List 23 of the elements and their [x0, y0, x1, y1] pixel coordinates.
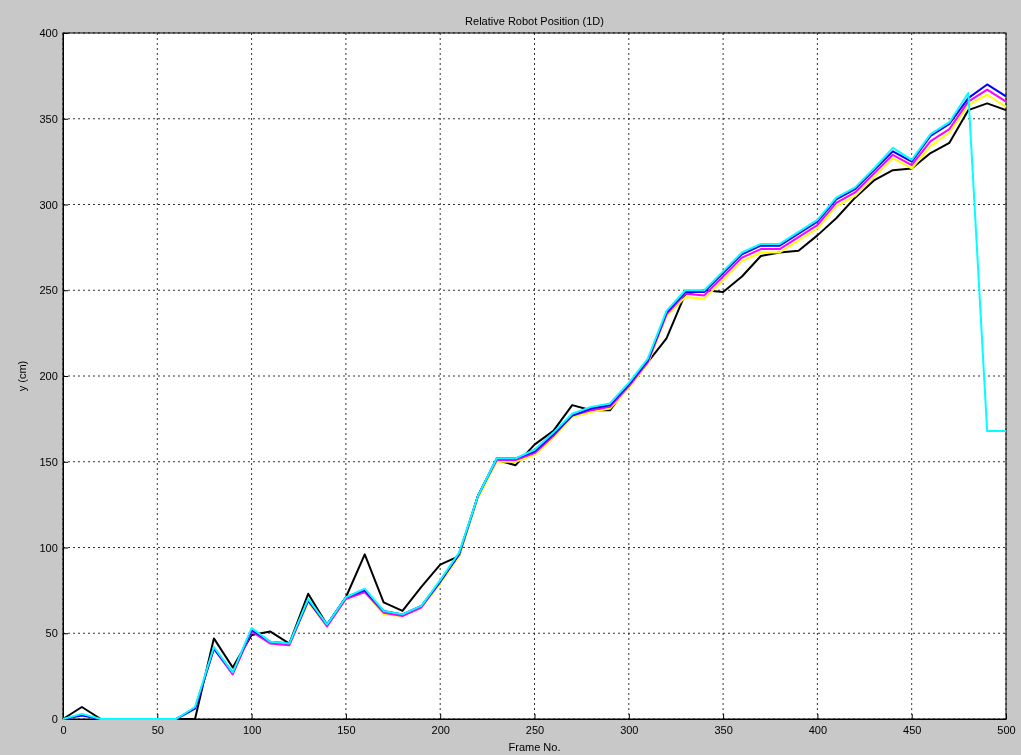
x-tick-label: 50 [151, 724, 164, 737]
y-tick-label: 100 [39, 541, 58, 554]
x-tick-label: 350 [714, 724, 733, 737]
x-tick-label: 500 [997, 724, 1016, 737]
x-tick-label: 0 [60, 724, 67, 737]
x-tick-label: 150 [337, 724, 356, 737]
x-tick-label: 100 [242, 724, 262, 737]
x-tick-label: 200 [431, 724, 450, 737]
x-tick-label: 300 [620, 724, 639, 737]
x-axis-title: Frame No. [508, 741, 561, 753]
x-tick-label: 450 [903, 724, 922, 737]
y-tick-label: 400 [39, 27, 58, 40]
chart-title: Relative Robot Position (1D) [465, 15, 604, 27]
y-tick-label: 50 [45, 627, 58, 640]
x-tick-label: 250 [525, 724, 545, 737]
y-tick-label: 0 [51, 713, 58, 726]
y-tick-label: 250 [39, 284, 58, 297]
x-tick-label: 400 [808, 724, 828, 737]
y-axis-title: y (cm) [16, 360, 28, 392]
y-tick-label: 300 [39, 198, 58, 211]
y-tick-label: 150 [39, 455, 58, 468]
y-tick-label: 350 [39, 112, 58, 125]
y-tick-label: 200 [39, 370, 58, 383]
